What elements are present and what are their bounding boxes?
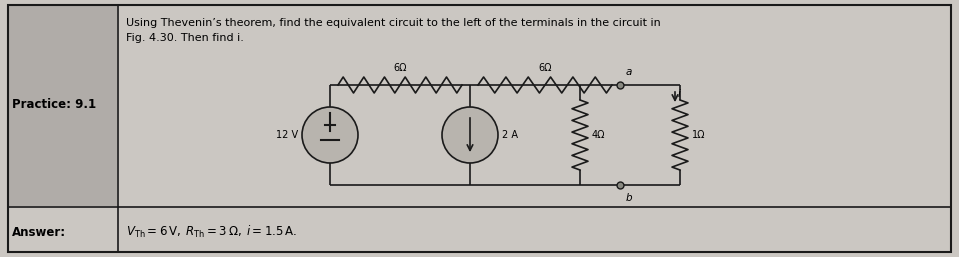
Text: i: i [678,89,681,99]
Text: 4Ω: 4Ω [592,130,605,140]
Text: a: a [626,67,632,77]
Text: 6Ω: 6Ω [393,63,407,73]
Text: Practice: 9.1: Practice: 9.1 [12,98,96,111]
Bar [9,6,117,206]
Text: Fig. 4.30. Then find i.: Fig. 4.30. Then find i. [126,33,244,43]
Circle shape [302,107,358,163]
Text: 6Ω: 6Ω [538,63,551,73]
Text: 12 V: 12 V [276,130,298,140]
Circle shape [442,107,498,163]
Text: $V_{\mathrm{Th}} = 6\,\mathrm{V},\; R_{\mathrm{Th}} = 3\,\Omega,\; i = 1.5\,\mat: $V_{\mathrm{Th}} = 6\,\mathrm{V},\; R_{\… [126,224,297,240]
Text: Answer:: Answer: [12,225,66,238]
Text: b: b [626,193,633,203]
Text: 1Ω: 1Ω [692,130,706,140]
Text: Using Thevenin’s theorem, find the equivalent circuit to the left of the termina: Using Thevenin’s theorem, find the equiv… [126,18,661,28]
Text: 2 A: 2 A [502,130,518,140]
